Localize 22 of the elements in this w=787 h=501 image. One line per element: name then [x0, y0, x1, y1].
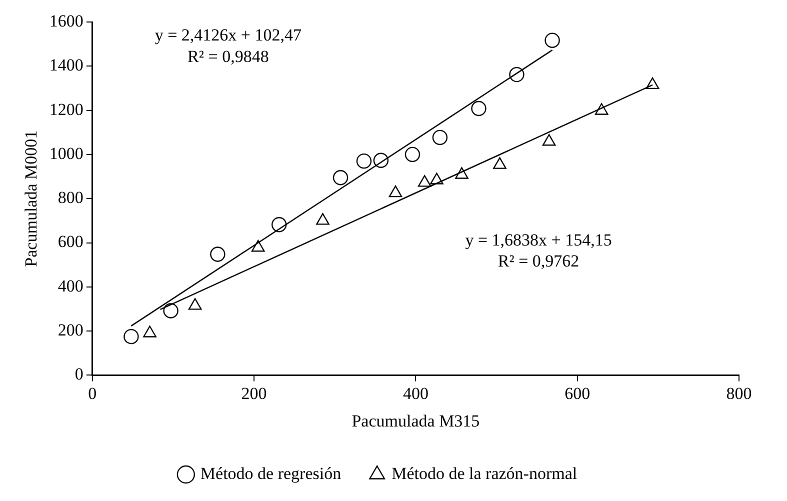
x-tick-label: 400	[402, 384, 428, 403]
legend-label: Método de regresión	[200, 464, 342, 483]
x-tick-label: 0	[88, 384, 97, 403]
y-tick-label: 1000	[49, 144, 84, 163]
x-tick-label: 600	[564, 384, 590, 403]
legend-label: Método de la razón-normal	[392, 464, 578, 483]
y-tick-label: 0	[74, 364, 84, 384]
y-axis-title: Pacumulada M0001	[22, 130, 41, 267]
x-tick-label: 800	[726, 384, 752, 403]
y-tick-label: 600	[58, 232, 84, 252]
y-tick-label: 1200	[49, 100, 84, 119]
y-tick-label: 1600	[49, 11, 84, 30]
annotation: R² = 0,9762	[498, 252, 580, 271]
x-axis-title: Pacumulada M315	[352, 411, 480, 430]
x-tick-label: 200	[241, 384, 267, 403]
annotation: y = 2,4126x + 102,47	[154, 26, 302, 45]
y-tick-label: 800	[58, 188, 84, 208]
y-tick-label: 1400	[49, 56, 84, 75]
annotation: R² = 0,9848	[188, 46, 269, 66]
y-tick-label: 200	[58, 320, 84, 340]
y-tick-label: 400	[58, 276, 84, 296]
annotation: y = 1,6838x + 154,15	[465, 230, 612, 250]
